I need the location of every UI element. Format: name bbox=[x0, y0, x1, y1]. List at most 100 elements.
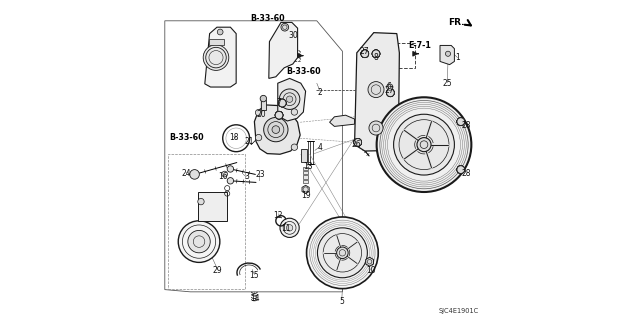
Text: 6: 6 bbox=[387, 82, 391, 91]
Circle shape bbox=[372, 50, 380, 58]
Text: 28: 28 bbox=[462, 169, 471, 178]
Polygon shape bbox=[355, 33, 399, 151]
Circle shape bbox=[275, 111, 283, 119]
Circle shape bbox=[278, 99, 286, 107]
Circle shape bbox=[281, 23, 289, 31]
Circle shape bbox=[354, 139, 362, 146]
Text: 21: 21 bbox=[244, 137, 253, 146]
Circle shape bbox=[372, 50, 380, 58]
Bar bbox=[261, 100, 266, 110]
Circle shape bbox=[275, 111, 283, 119]
Polygon shape bbox=[302, 185, 309, 194]
Text: B-33-60: B-33-60 bbox=[250, 14, 285, 23]
Circle shape bbox=[372, 50, 380, 58]
Circle shape bbox=[445, 51, 451, 56]
Circle shape bbox=[457, 118, 465, 125]
Circle shape bbox=[372, 50, 380, 58]
Text: FR.: FR. bbox=[448, 18, 465, 27]
Circle shape bbox=[368, 82, 384, 98]
Circle shape bbox=[457, 118, 465, 125]
Circle shape bbox=[369, 121, 383, 135]
Circle shape bbox=[394, 114, 454, 175]
Text: 20: 20 bbox=[257, 110, 267, 119]
Text: 13: 13 bbox=[303, 162, 313, 171]
Bar bbox=[168, 154, 245, 289]
Text: 25: 25 bbox=[442, 79, 452, 88]
Circle shape bbox=[457, 118, 465, 125]
Circle shape bbox=[361, 50, 369, 58]
Circle shape bbox=[255, 109, 262, 116]
Polygon shape bbox=[278, 78, 306, 121]
Text: 19: 19 bbox=[301, 191, 310, 200]
Circle shape bbox=[278, 99, 286, 107]
Circle shape bbox=[278, 99, 286, 107]
Bar bbox=[198, 192, 227, 221]
Text: 3: 3 bbox=[244, 172, 249, 181]
Circle shape bbox=[264, 117, 288, 142]
Circle shape bbox=[291, 144, 298, 150]
Circle shape bbox=[275, 111, 283, 119]
Text: 11: 11 bbox=[282, 224, 291, 233]
Text: 10: 10 bbox=[366, 266, 376, 275]
Circle shape bbox=[361, 50, 369, 58]
Circle shape bbox=[457, 166, 465, 173]
Text: 26: 26 bbox=[352, 140, 362, 149]
Polygon shape bbox=[269, 22, 298, 78]
Circle shape bbox=[361, 50, 369, 58]
Circle shape bbox=[278, 99, 286, 107]
Circle shape bbox=[189, 170, 200, 179]
Polygon shape bbox=[330, 115, 355, 126]
Circle shape bbox=[457, 166, 465, 173]
Circle shape bbox=[287, 96, 293, 102]
Text: SJC4E1901C: SJC4E1901C bbox=[439, 308, 479, 314]
Text: 16: 16 bbox=[218, 172, 228, 181]
Circle shape bbox=[337, 247, 348, 259]
Circle shape bbox=[354, 139, 362, 146]
Circle shape bbox=[457, 118, 465, 125]
Circle shape bbox=[387, 89, 394, 97]
Circle shape bbox=[217, 29, 223, 35]
Circle shape bbox=[255, 134, 262, 141]
Circle shape bbox=[317, 228, 367, 278]
Text: B-33-60: B-33-60 bbox=[169, 133, 204, 142]
Circle shape bbox=[178, 221, 220, 262]
Bar bbox=[283, 51, 300, 61]
Circle shape bbox=[417, 138, 431, 152]
Bar bbox=[303, 171, 308, 174]
Circle shape bbox=[227, 178, 234, 184]
Circle shape bbox=[361, 50, 369, 58]
Circle shape bbox=[372, 50, 380, 58]
Bar bbox=[209, 39, 224, 45]
Circle shape bbox=[287, 225, 293, 231]
Circle shape bbox=[291, 109, 298, 115]
Circle shape bbox=[272, 126, 280, 133]
Text: 7: 7 bbox=[276, 98, 281, 107]
Bar bbox=[283, 50, 300, 61]
Text: 30: 30 bbox=[289, 31, 299, 40]
Bar bbox=[383, 43, 415, 68]
Text: 15: 15 bbox=[250, 271, 259, 280]
Text: 18: 18 bbox=[229, 133, 238, 142]
Circle shape bbox=[280, 89, 300, 109]
Text: 5: 5 bbox=[339, 297, 344, 306]
Circle shape bbox=[457, 166, 465, 173]
Circle shape bbox=[354, 139, 362, 146]
Circle shape bbox=[260, 95, 267, 102]
Text: 4: 4 bbox=[317, 143, 323, 152]
Circle shape bbox=[188, 230, 210, 253]
Circle shape bbox=[387, 89, 394, 97]
Text: 27: 27 bbox=[385, 86, 395, 95]
Circle shape bbox=[278, 99, 286, 107]
Text: B-33-60: B-33-60 bbox=[286, 67, 321, 76]
Circle shape bbox=[372, 50, 380, 58]
Circle shape bbox=[280, 218, 300, 237]
Circle shape bbox=[361, 50, 369, 58]
Circle shape bbox=[457, 166, 465, 173]
Circle shape bbox=[457, 118, 465, 125]
Text: 1: 1 bbox=[455, 53, 460, 62]
Text: 23: 23 bbox=[255, 170, 265, 179]
Circle shape bbox=[222, 171, 228, 177]
Circle shape bbox=[198, 198, 204, 205]
Circle shape bbox=[307, 217, 378, 289]
Text: 8: 8 bbox=[374, 53, 378, 62]
